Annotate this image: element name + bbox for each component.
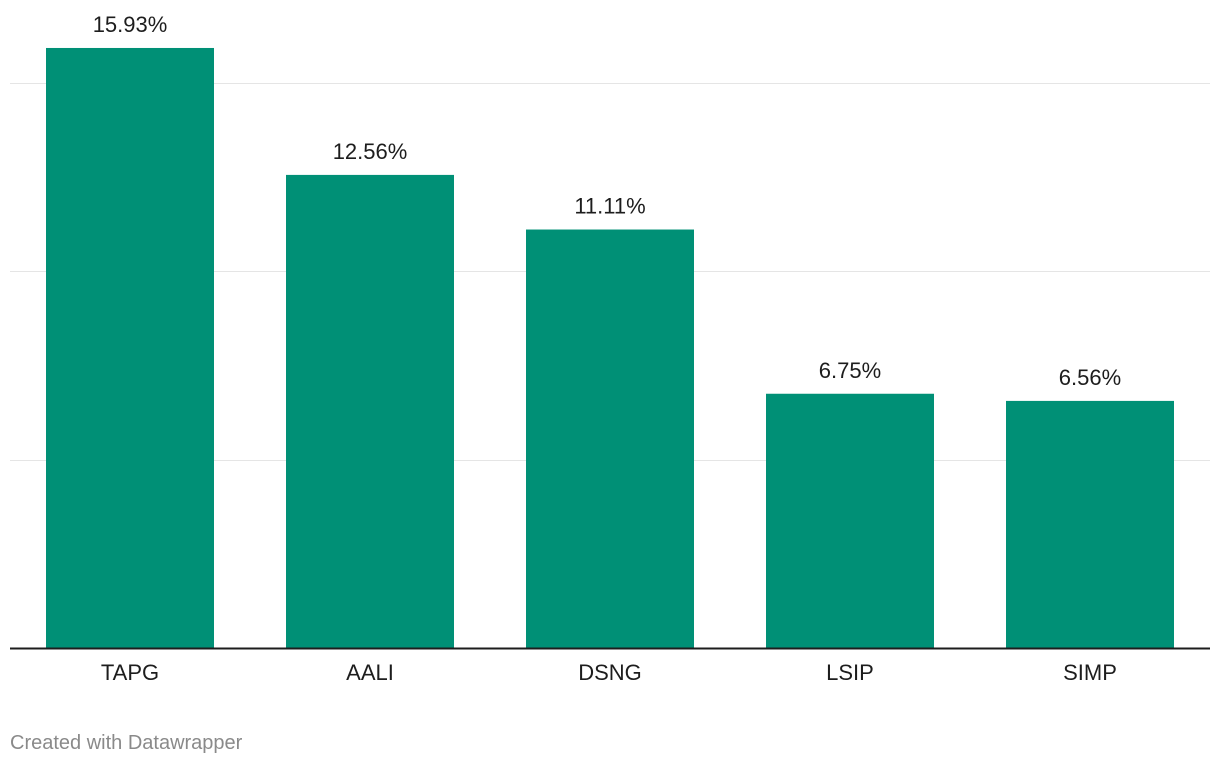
bar-tapg bbox=[46, 47, 214, 649]
value-label-tapg: 15.93% bbox=[93, 12, 168, 37]
x-axis: TAPG AALI DSNG LSIP SIMP bbox=[10, 647, 1210, 685]
bar-dsng bbox=[526, 229, 694, 649]
bar-simp bbox=[1006, 400, 1174, 648]
bars bbox=[46, 47, 1174, 649]
value-label-dsng: 11.11% bbox=[574, 194, 645, 219]
bar-aali bbox=[286, 174, 454, 648]
x-tick-label-lsip: LSIP bbox=[826, 660, 874, 685]
x-tick-label-tapg: TAPG bbox=[101, 660, 159, 685]
x-tick-label-aali: AALI bbox=[346, 660, 394, 685]
value-label-simp: 6.56% bbox=[1059, 365, 1121, 390]
value-labels: 15.93% 12.56% 11.11% 6.75% 6.56% bbox=[93, 12, 1122, 390]
value-label-lsip: 6.75% bbox=[819, 358, 881, 383]
value-label-aali: 12.56% bbox=[333, 139, 408, 164]
x-tick-label-simp: SIMP bbox=[1063, 660, 1117, 685]
x-tick-label-dsng: DSNG bbox=[578, 660, 642, 685]
credit-text: Created with Datawrapper bbox=[10, 732, 243, 754]
bar-lsip bbox=[766, 393, 934, 648]
